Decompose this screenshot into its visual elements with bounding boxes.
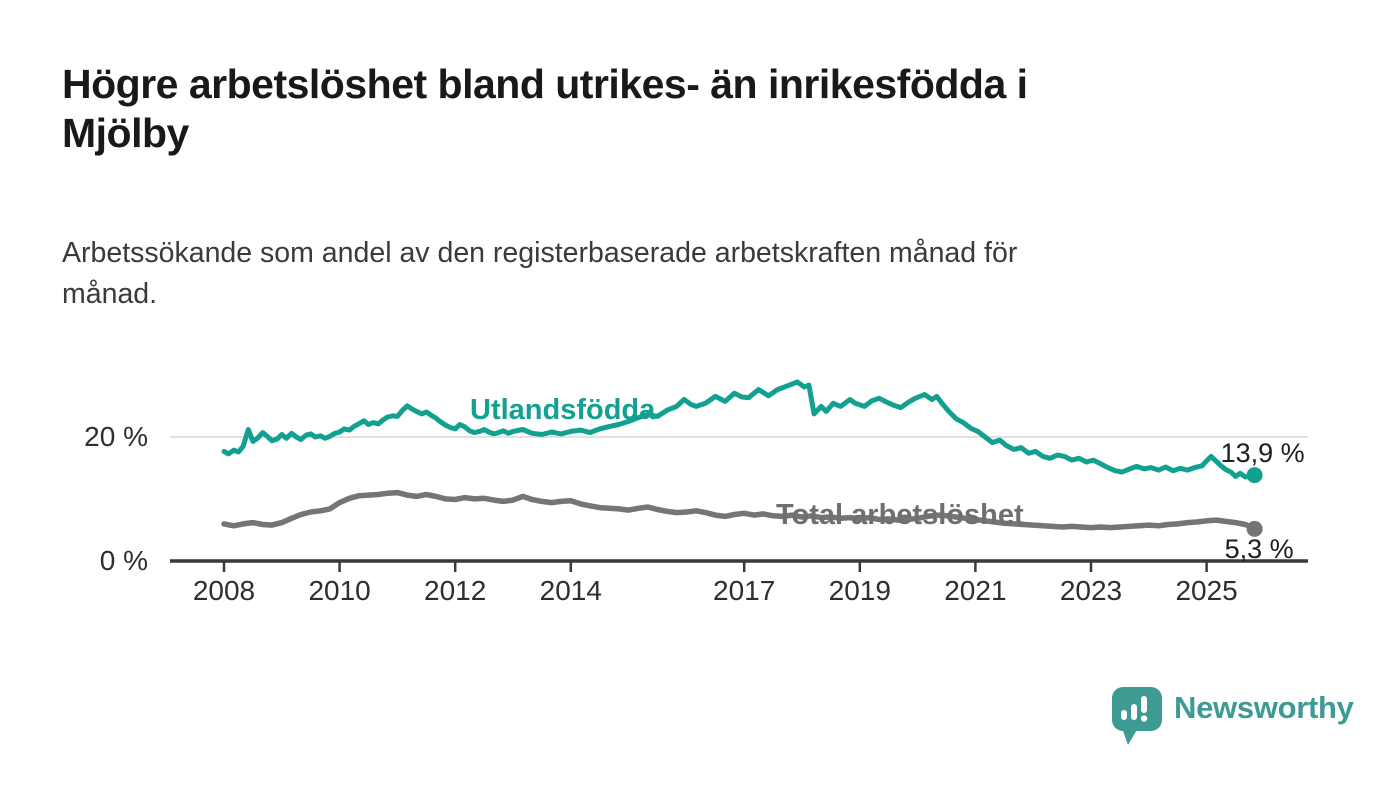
x-tick-label-2021: 2021 xyxy=(944,575,1007,606)
utlandsfodda-end-value-label: 13,9 % xyxy=(1220,438,1305,469)
page-title: Högre arbetslöshet bland utrikes- än inr… xyxy=(62,60,1028,158)
total-arbetsloshet-line xyxy=(221,489,1258,532)
bar-small xyxy=(1121,710,1127,720)
total-arbetsloshet-end-dot xyxy=(1246,520,1263,537)
x-tick-label-2025: 2025 xyxy=(1175,575,1238,606)
x-tick-label-2008: 2008 xyxy=(192,575,256,606)
exclamation-dot xyxy=(1140,715,1148,722)
x-tick-label-2023: 2023 xyxy=(1059,575,1123,606)
x-axis-tick-marks xyxy=(222,561,1208,572)
x-tick-label-2017: 2017 xyxy=(713,575,776,606)
x-tick-label-2019: 2019 xyxy=(828,575,891,606)
series-label-utlandsfodda: Utlandsfödda xyxy=(470,394,656,426)
page-title-line2: Mjölby xyxy=(62,110,189,156)
x-tick-label-2012: 2012 xyxy=(424,575,487,606)
bar-medium xyxy=(1131,704,1137,720)
page-subtitle-line2: månad. xyxy=(62,278,158,310)
series-label-total-arbetsloshet: Total arbetslöshet xyxy=(776,499,1024,531)
y-axis-label-20: 20 % xyxy=(84,421,148,452)
utlandsfodda-end-dot xyxy=(1246,467,1263,484)
newsworthy-logo: Newsworthy xyxy=(1112,686,1354,748)
x-tick-label-2014: 2014 xyxy=(539,575,602,606)
total-arbetsloshet-end-value-label: 5,3 % xyxy=(1224,533,1294,564)
page-title-line1: Högre arbetslöshet bland utrikes- än inr… xyxy=(62,61,1028,107)
exclamation-bar xyxy=(1141,696,1147,713)
x-tick-label-2010: 2010 xyxy=(308,575,371,606)
newsworthy-logo-icon xyxy=(1112,687,1162,745)
page-subtitle-line1: Arbetssökande som andel av den registerb… xyxy=(62,237,1018,269)
page-subtitle: Arbetssökande som andel av den registerb… xyxy=(62,233,1017,315)
newsworthy-logo-text: Newsworthy xyxy=(1174,690,1354,725)
speech-bubble-tail xyxy=(1122,728,1138,745)
utlandsfodda-line xyxy=(221,379,1258,480)
y-axis-label-0: 0 % xyxy=(99,545,148,576)
